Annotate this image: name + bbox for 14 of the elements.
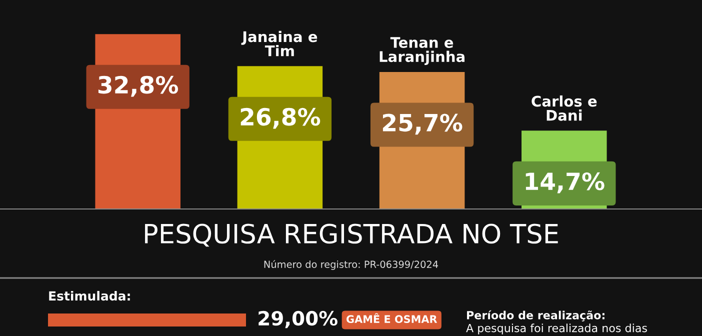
text: A pesquisa foi realizada nos dias [466, 324, 647, 334]
data-label: 29,00% [258, 310, 338, 328]
x-tick-label: Carlos e Dani [532, 95, 597, 121]
x-tick-label: Tenan e Laranjinha [380, 37, 464, 66]
text: PESQUISA REGISTRADA NO TSE [145, 224, 558, 247]
data-label: 25,7% [382, 114, 462, 135]
data-label: 32,8% [98, 76, 178, 97]
y-tick-label: GAMÊ E OSMAR [346, 313, 438, 324]
data-label: 14,7% [526, 172, 604, 194]
data-label: 26,8% [240, 108, 320, 129]
text: Número do registro: PR-06399/2024 [264, 260, 438, 270]
text: Período de realização: [467, 310, 604, 322]
annotation: Estimulada: [49, 290, 130, 301]
x-tick-label: Janaina e Tim [241, 30, 318, 56]
